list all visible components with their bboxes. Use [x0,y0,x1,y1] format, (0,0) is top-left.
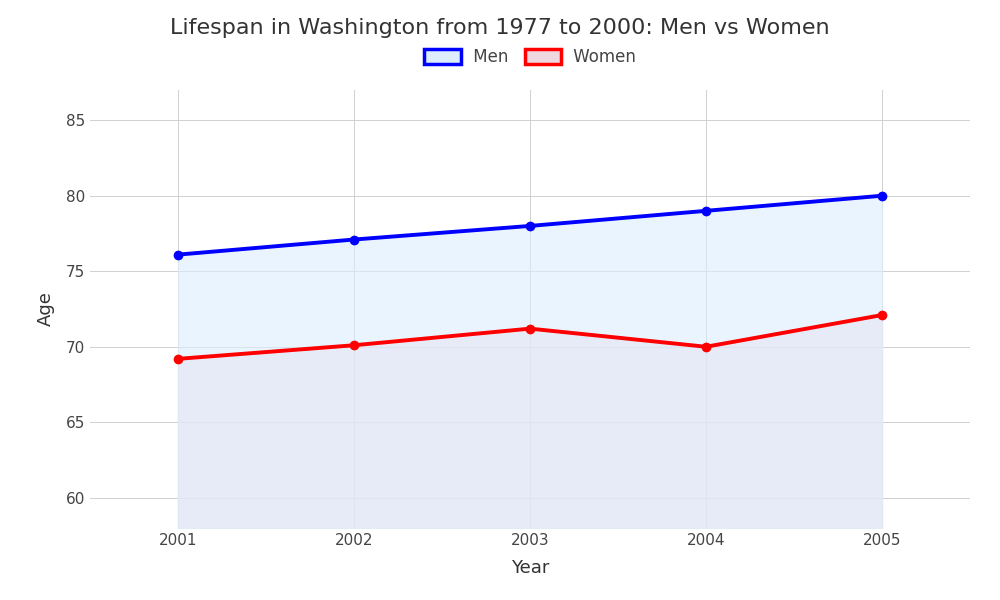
Text: Lifespan in Washington from 1977 to 2000: Men vs Women: Lifespan in Washington from 1977 to 2000… [170,18,830,38]
Y-axis label: Age: Age [37,292,55,326]
X-axis label: Year: Year [511,559,549,577]
Legend:  Men,  Women: Men, Women [418,41,642,73]
